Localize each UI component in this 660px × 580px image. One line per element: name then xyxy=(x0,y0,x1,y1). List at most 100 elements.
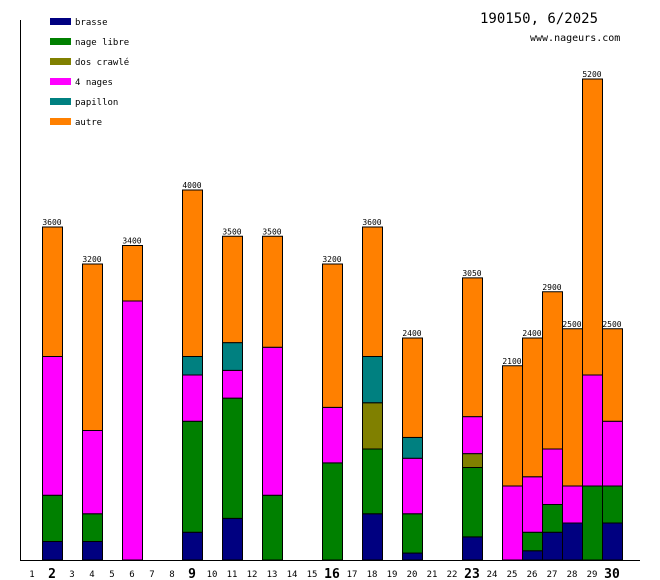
bar-segment-4-nages xyxy=(42,356,63,496)
x-tick-label: 2 xyxy=(48,567,56,580)
bar-segment-autre xyxy=(502,365,523,487)
bar-segment-brasse xyxy=(542,531,563,561)
x-tick-labels: 1 2 3 4 5 6 7 8 9 10 11 12 13 14 15 16 17 18 19 20 21 22 23 24 2… xyxy=(29,567,620,580)
x-tick-label: 1 xyxy=(29,570,34,580)
x-tick-label: 16 xyxy=(324,567,340,580)
legend-item: autre xyxy=(50,118,102,128)
bar-segment-papillon xyxy=(402,436,423,459)
bar-segment-nage-libre xyxy=(522,531,543,552)
bar-segment-nage-libre xyxy=(182,420,203,533)
bar-segment-4-nages xyxy=(562,485,583,524)
x-tick-label: 9 xyxy=(188,567,196,580)
x-tick-label: 8 xyxy=(169,570,174,580)
value-labels-layer: 3600 3200 3400 4000 3500 3500 3200 3600 2400 3050… xyxy=(42,70,621,366)
bar-segment-brasse xyxy=(182,531,203,561)
bar-segment-autre xyxy=(182,189,203,357)
x-tick-label: 13 xyxy=(267,570,278,580)
bar-total-label: 3600 xyxy=(362,218,381,227)
bar-segment-dos-crawle xyxy=(362,402,383,450)
bar-segment-nage-libre xyxy=(402,513,423,554)
bar-day-13 xyxy=(262,235,283,561)
bar-segment-brasse xyxy=(82,541,103,561)
legend-label: autre xyxy=(75,118,102,128)
bar-day-18 xyxy=(362,226,383,561)
x-tick-label: 4 xyxy=(89,570,94,580)
bar-segment-autre xyxy=(462,277,483,418)
bar-total-label: 3400 xyxy=(122,237,141,246)
x-tick-label: 17 xyxy=(347,570,358,580)
bar-segment-4-nages xyxy=(462,416,483,455)
bar-total-label: 2400 xyxy=(522,329,541,338)
legend-item: brasse xyxy=(50,18,108,28)
bar-segment-4-nages xyxy=(122,300,143,561)
bar-total-label: 2500 xyxy=(602,320,621,329)
bar-segment-autre xyxy=(222,235,243,344)
bar-day-20 xyxy=(402,337,423,561)
bar-total-label: 3200 xyxy=(322,255,341,264)
bar-segment-brasse xyxy=(362,513,383,561)
bar-segment-nage-libre xyxy=(462,467,483,538)
bar-day-23 xyxy=(462,277,483,561)
bar-segment-papillon xyxy=(222,342,243,371)
x-tick-label: 22 xyxy=(447,570,458,580)
x-tick-label: 27 xyxy=(547,570,558,580)
legend-swatch xyxy=(50,78,71,85)
bar-day-25 xyxy=(502,365,523,561)
x-tick-label: 15 xyxy=(307,570,318,580)
bar-total-label: 3050 xyxy=(462,269,481,278)
bar-day-6 xyxy=(122,245,143,561)
bar-total-label: 3200 xyxy=(82,255,101,264)
bar-day-30 xyxy=(602,328,623,561)
bar-total-label: 3500 xyxy=(262,227,281,236)
x-tick-label: 10 xyxy=(207,570,218,580)
bar-segment-autre xyxy=(322,263,343,408)
bar-segment-autre xyxy=(362,226,383,357)
bar-segment-nage-libre xyxy=(322,462,343,561)
bar-segment-nage-libre xyxy=(82,513,103,542)
bar-segment-autre xyxy=(542,291,563,450)
x-tick-label: 11 xyxy=(227,570,238,580)
bar-day-9 xyxy=(182,189,203,561)
bar-segment-nage-libre xyxy=(582,485,603,561)
bar-segment-papillon xyxy=(362,356,383,404)
bar-segment-autre xyxy=(122,245,143,302)
bar-segment-autre xyxy=(82,263,103,431)
legend-item: 4 nages xyxy=(50,78,113,88)
x-tick-label: 5 xyxy=(109,570,114,580)
bar-segment-nage-libre xyxy=(42,494,63,542)
bar-day-4 xyxy=(82,263,103,561)
legend-swatch xyxy=(50,58,71,65)
bar-segment-autre xyxy=(562,328,583,487)
x-tick-label: 26 xyxy=(527,570,538,580)
x-tick-label: 3 xyxy=(69,570,74,580)
bar-segment-papillon xyxy=(182,356,203,376)
bar-total-label: 2500 xyxy=(562,320,581,329)
x-tick-label: 7 xyxy=(149,570,154,580)
bar-segment-autre xyxy=(262,235,283,348)
bar-segment-autre xyxy=(582,78,603,376)
bar-segment-brasse xyxy=(522,550,543,561)
bar-segment-4-nages xyxy=(182,374,203,422)
legend-label: brasse xyxy=(75,18,108,28)
x-tick-label: 14 xyxy=(287,570,298,580)
bar-segment-4-nages xyxy=(322,406,343,464)
bar-segment-4-nages xyxy=(262,346,283,496)
bar-segment-brasse xyxy=(562,522,583,561)
bar-total-label: 5200 xyxy=(582,70,601,79)
bar-segment-4-nages xyxy=(82,430,103,515)
bar-total-label: 2100 xyxy=(502,357,521,366)
bar-total-label: 3500 xyxy=(222,227,241,236)
bar-segment-brasse xyxy=(402,552,423,561)
legend-swatch xyxy=(50,98,71,105)
bar-segment-autre xyxy=(402,337,423,438)
bar-segment-autre xyxy=(42,226,63,357)
bar-segment-nage-libre xyxy=(222,397,243,519)
x-tick-label: 19 xyxy=(387,570,398,580)
x-tick-label: 21 xyxy=(427,570,438,580)
bar-day-11 xyxy=(222,235,243,561)
x-tick-label: 28 xyxy=(567,570,578,580)
bar-segment-4-nages xyxy=(402,457,423,515)
bar-day-27 xyxy=(542,291,563,561)
